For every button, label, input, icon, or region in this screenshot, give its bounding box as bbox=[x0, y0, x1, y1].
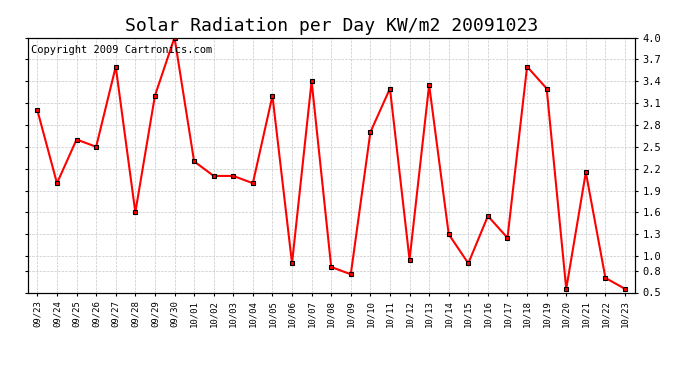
Text: Copyright 2009 Cartronics.com: Copyright 2009 Cartronics.com bbox=[30, 45, 212, 55]
Title: Solar Radiation per Day KW/m2 20091023: Solar Radiation per Day KW/m2 20091023 bbox=[125, 16, 538, 34]
